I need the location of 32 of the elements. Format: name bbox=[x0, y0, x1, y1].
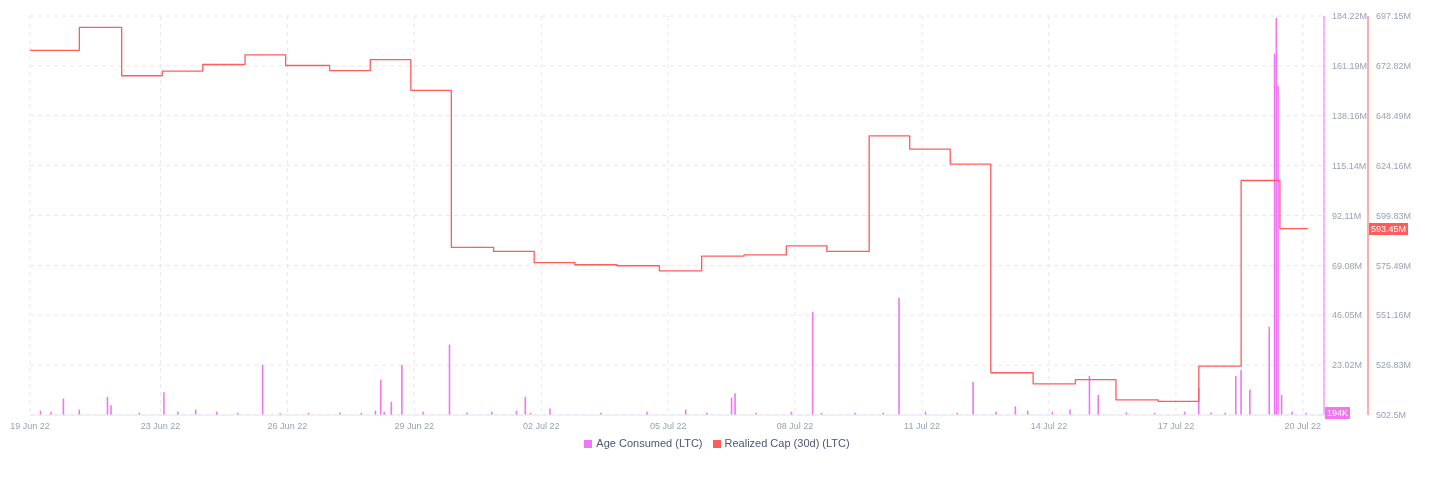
y2-tick-label: 526.83M bbox=[1376, 360, 1412, 371]
y-tick-label: 92.11M bbox=[1332, 210, 1362, 221]
y2-tick-label: 648.49M bbox=[1376, 110, 1412, 121]
x-tick-label: 19 Jun 22 bbox=[10, 421, 50, 432]
text: 593.45M bbox=[1369, 222, 1409, 235]
y2-tick-label: 551.16M bbox=[1376, 310, 1412, 321]
y2-tick-label: 599.83M bbox=[1376, 210, 1412, 221]
x-tick-label: 11 Jul 22 bbox=[904, 421, 940, 432]
y-tick-label: 23.02M bbox=[1332, 360, 1363, 371]
y2-tick-label: 575.49M bbox=[1376, 260, 1412, 271]
y-tick-label: 46.05M bbox=[1332, 310, 1363, 321]
x-tick-label: 05 Jul 22 bbox=[649, 421, 687, 432]
x-tick-label: 14 Jul 22 bbox=[1030, 421, 1068, 432]
x-tick-label: 23 Jun 22 bbox=[140, 421, 181, 432]
x-tick-label: 08 Jul 22 bbox=[776, 421, 814, 432]
text: 194K bbox=[1325, 406, 1351, 419]
x-tick-label: 20 Jul 22 bbox=[1284, 421, 1322, 432]
legend-label: Age Consumed (LTC) bbox=[596, 437, 703, 449]
y-tick-label: 161.19M bbox=[1332, 61, 1368, 72]
y-tick-label: 115.14M bbox=[1332, 160, 1367, 171]
y2-tick-label: 697.15M bbox=[1376, 11, 1412, 22]
y2-tick-label: 672.82M bbox=[1376, 61, 1412, 72]
y-tick-label: 138.16M bbox=[1332, 110, 1368, 121]
y-tick-label: 184.22M bbox=[1332, 11, 1368, 22]
y2-tick-label: 624.16M bbox=[1376, 160, 1412, 171]
x-tick-label: 02 Jul 22 bbox=[522, 421, 560, 432]
y2-tick-label: 502.5M bbox=[1376, 410, 1407, 421]
y-tick-label: 69.08M bbox=[1332, 260, 1363, 271]
x-tick-label: 26 Jun 22 bbox=[267, 421, 308, 432]
legend-label: Realized Cap (30d) (LTC) bbox=[724, 437, 850, 449]
x-tick-label: 29 Jun 22 bbox=[394, 421, 435, 432]
x-tick-label: 17 Jul 22 bbox=[1157, 421, 1195, 432]
